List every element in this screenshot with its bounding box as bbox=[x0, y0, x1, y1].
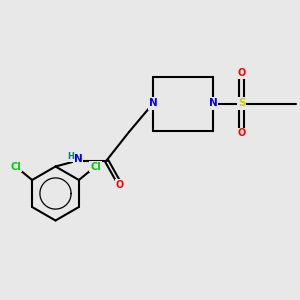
Text: Cl: Cl bbox=[10, 161, 21, 172]
Text: Cl: Cl bbox=[90, 161, 101, 172]
Text: N: N bbox=[74, 154, 82, 164]
Text: O: O bbox=[237, 128, 246, 139]
Text: N: N bbox=[208, 98, 217, 109]
Text: O: O bbox=[237, 68, 246, 79]
Text: O: O bbox=[116, 179, 124, 190]
Text: H: H bbox=[67, 152, 74, 161]
Text: S: S bbox=[238, 98, 245, 109]
Text: N: N bbox=[148, 98, 158, 109]
